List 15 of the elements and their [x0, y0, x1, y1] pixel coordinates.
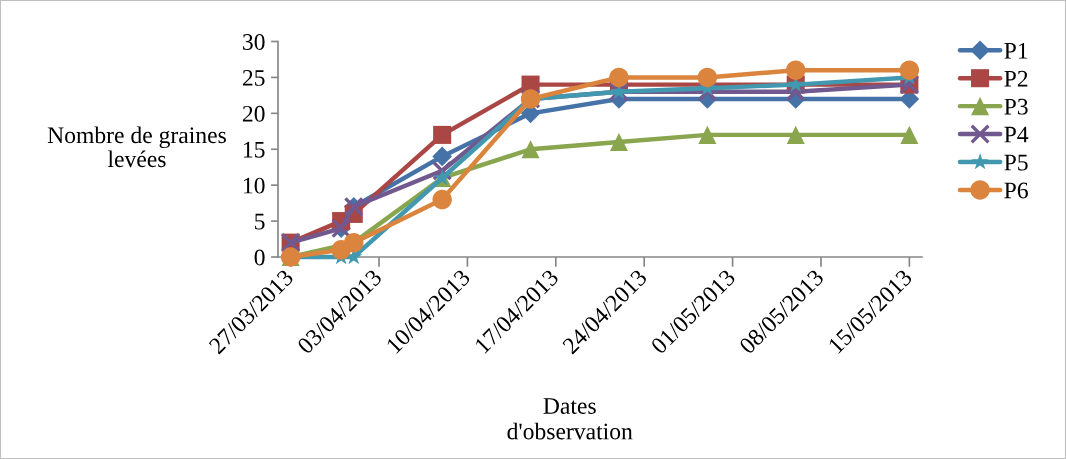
y-tick-label: 5 [255, 213, 265, 230]
legend-label: P4 [1004, 126, 1029, 143]
legend-label: P2 [1004, 70, 1028, 87]
y-tick-label: 30 [243, 33, 265, 50]
y-tick-label: 25 [242, 69, 265, 86]
legend-label: P1 [1004, 42, 1028, 59]
legend-label: P5 [1004, 154, 1028, 171]
legend-label: P6 [1004, 182, 1028, 199]
y-axis-title: Nombre de graines levées [47, 126, 226, 168]
y-tick-label: 0 [254, 249, 265, 266]
y-tick-label: 15 [243, 141, 265, 158]
y-tick-label: 10 [243, 177, 265, 194]
y-tick-label: 20 [242, 105, 265, 122]
legend-label: P3 [1004, 98, 1028, 115]
x-axis-title: Dates d'observation [507, 398, 633, 440]
